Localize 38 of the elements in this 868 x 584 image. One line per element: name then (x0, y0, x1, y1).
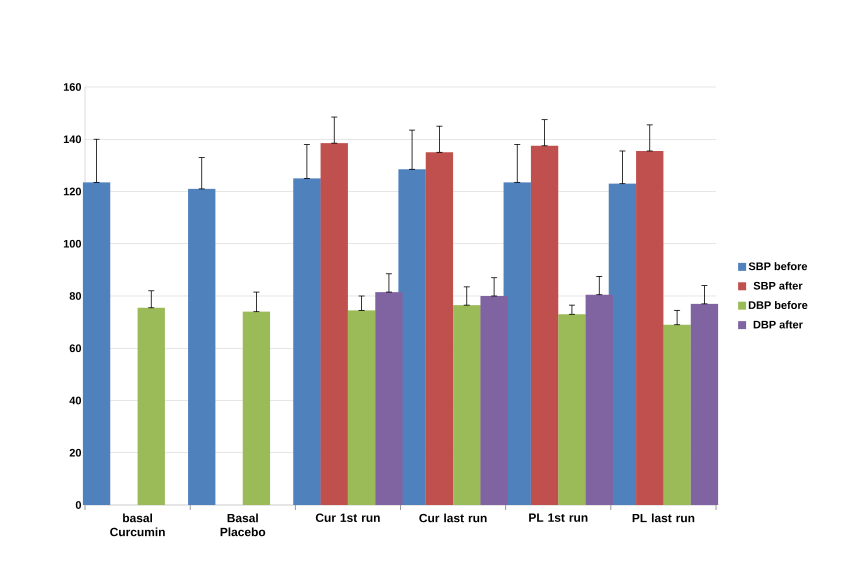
x-tick-label: basal Curcumin (110, 514, 165, 536)
y-tick-label: 40 (69, 396, 82, 404)
x-tick-label: Basal Placebo (220, 514, 266, 536)
bar (453, 305, 480, 505)
bar (375, 292, 403, 505)
bar (188, 188, 216, 505)
bar (426, 152, 454, 505)
bar (293, 178, 321, 505)
bar (480, 296, 508, 505)
x-tick-label: PL last run (632, 514, 694, 522)
y-tick-label: 20 (70, 448, 82, 457)
legend-label: DBP before (748, 300, 808, 310)
legend-label: SBP after (754, 282, 802, 290)
bar (586, 294, 613, 505)
y-tick-label: 60 (70, 344, 82, 352)
bar (530, 146, 558, 505)
bar (608, 184, 636, 505)
bar (138, 308, 165, 505)
legend-label: DBP after (754, 320, 803, 328)
bar (636, 151, 664, 505)
y-tick-label: 160 (64, 83, 82, 91)
y-tick-label: 0 (76, 501, 82, 509)
y-tick-label: 120 (64, 188, 82, 196)
legend-label: SBP before (748, 262, 808, 270)
bar (558, 314, 586, 505)
y-tick-label: 100 (64, 240, 82, 248)
bar (320, 143, 348, 505)
bar (504, 182, 531, 505)
y-tick-label: 80 (70, 292, 82, 300)
bar (663, 324, 691, 505)
bar (690, 304, 718, 505)
y-tick-label: 140 (64, 135, 82, 144)
x-tick-label: Cur 1st run (316, 514, 380, 522)
bar (242, 312, 270, 505)
x-tick-label: PL 1st run (529, 514, 588, 522)
x-tick-label: Cur last run (419, 514, 487, 522)
bar (348, 310, 376, 505)
bar (82, 182, 110, 505)
